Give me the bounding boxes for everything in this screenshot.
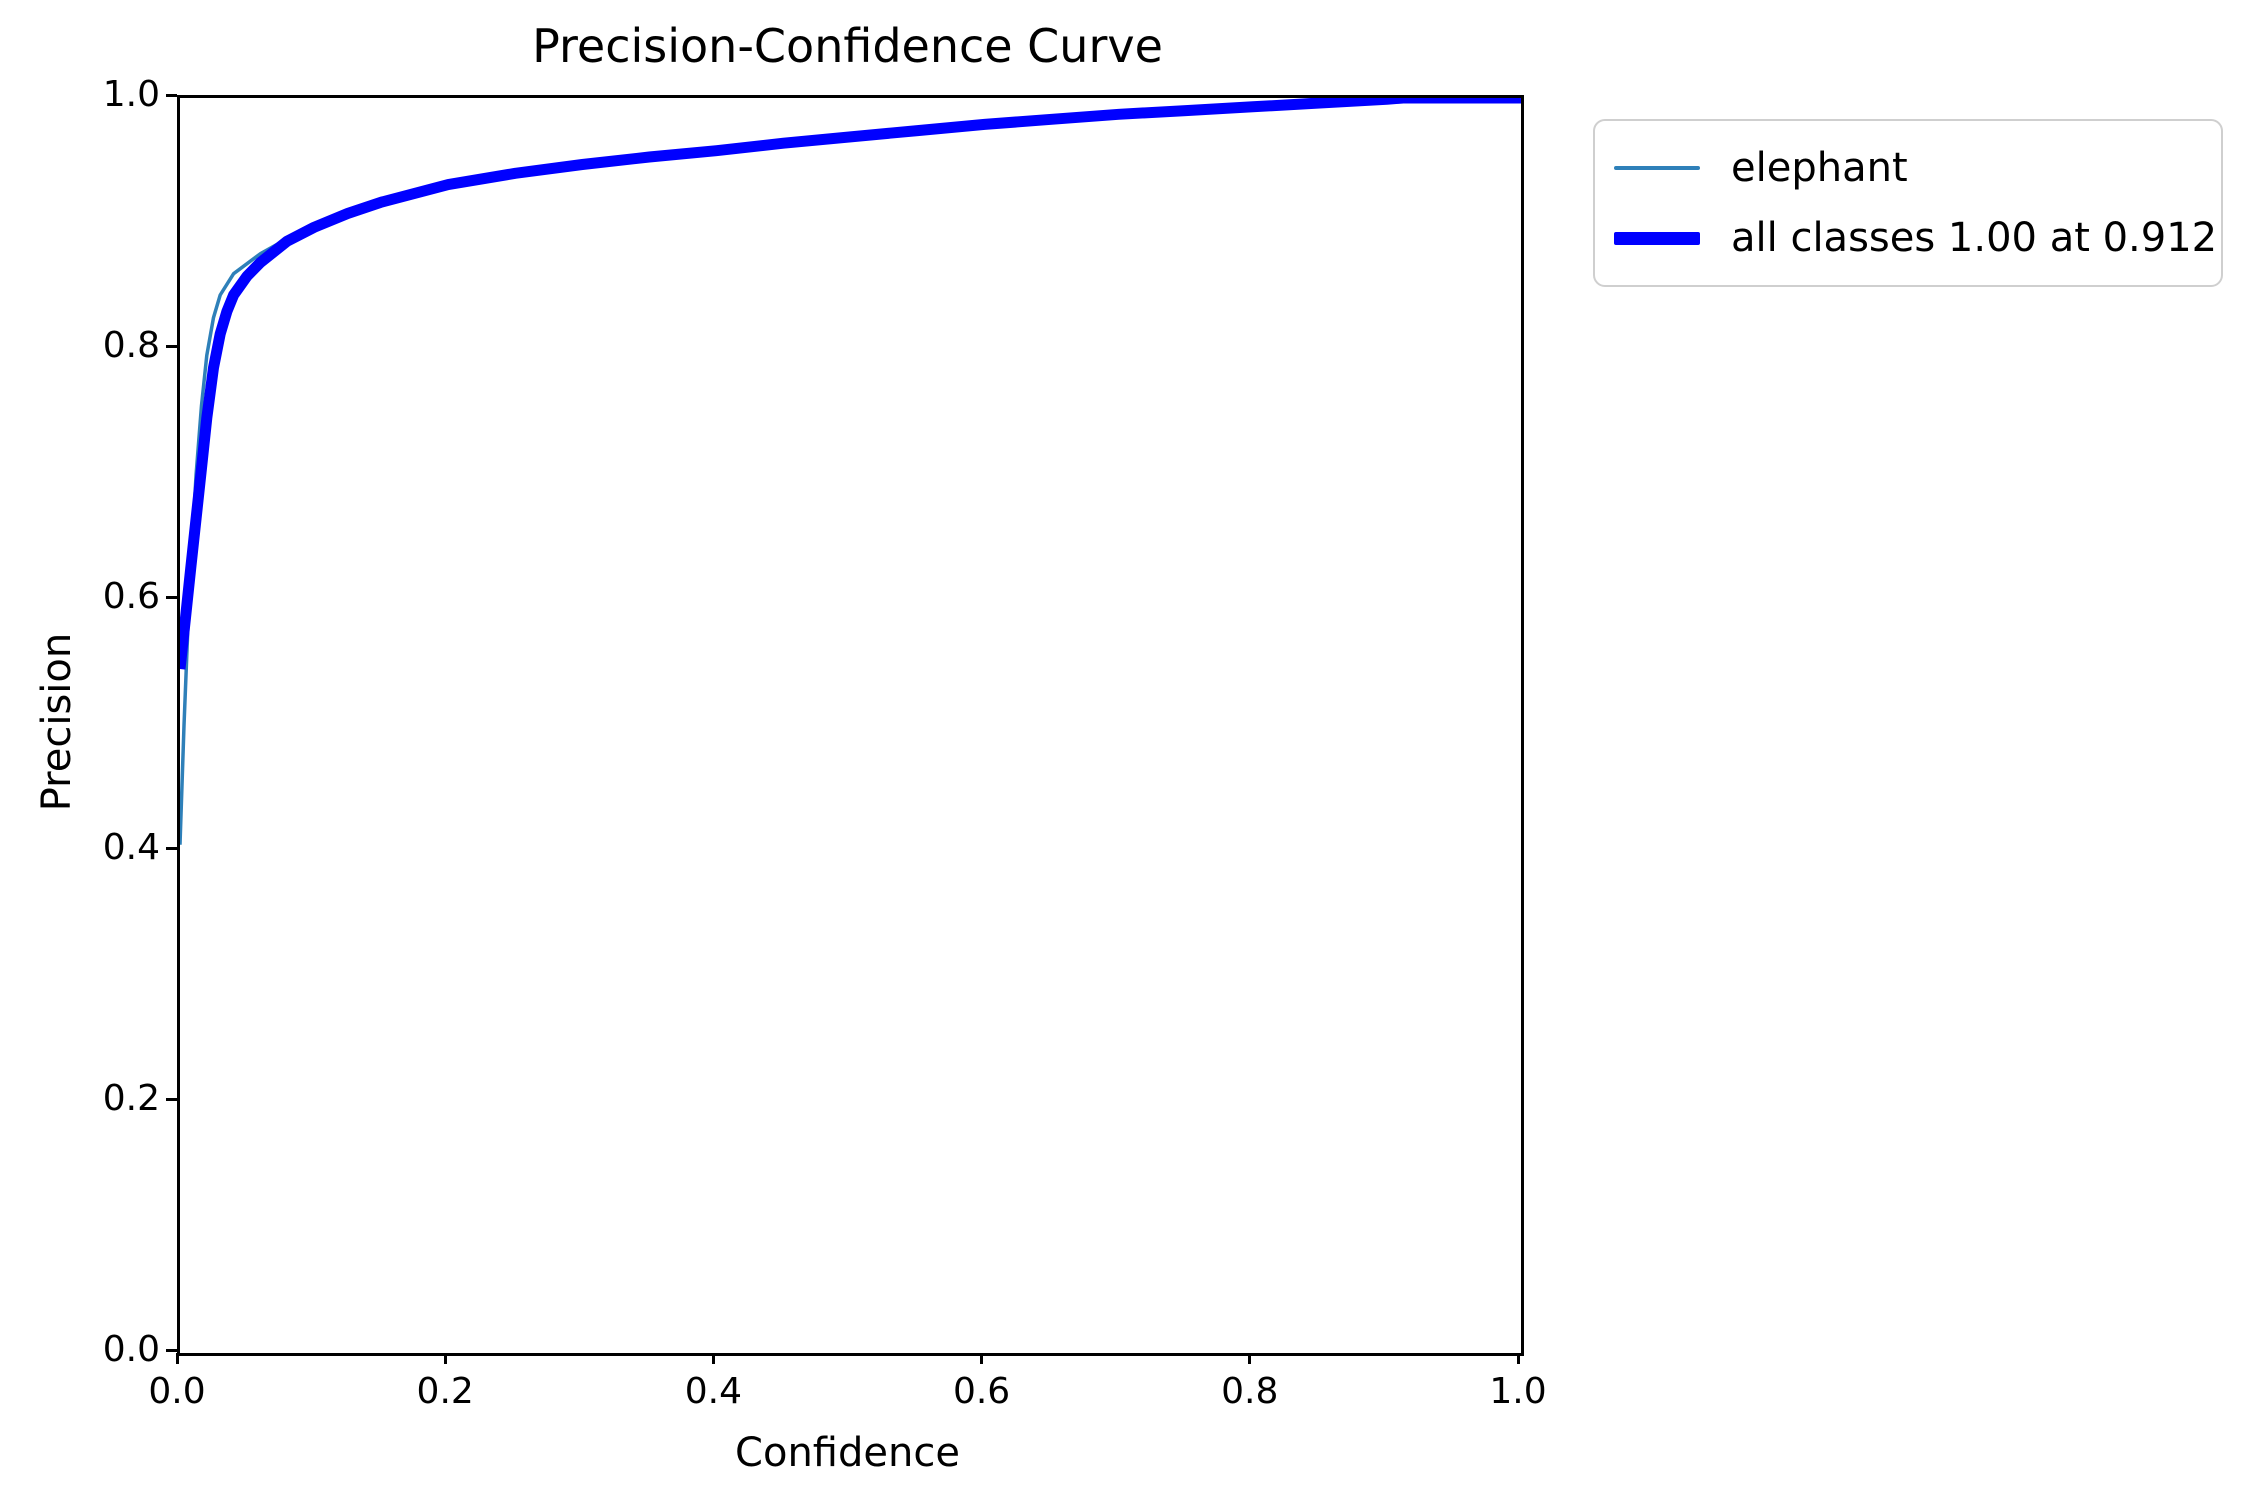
x-tick	[443, 1353, 447, 1364]
x-tick	[711, 1353, 715, 1364]
legend-entry-all-classes: all classes 1.00 at 0.912	[1614, 203, 2221, 273]
y-tick	[166, 846, 177, 850]
x-tick	[1248, 1353, 1252, 1364]
y-tick	[166, 1097, 177, 1101]
legend-line-swatch	[1614, 166, 1700, 170]
x-tick-label: 0.8	[1221, 1371, 1279, 1412]
x-tick	[175, 1353, 179, 1364]
plot-area	[177, 95, 1524, 1356]
y-tick	[166, 1348, 177, 1352]
y-tick-label: 0.8	[102, 325, 160, 366]
x-tick	[1516, 1353, 1520, 1364]
y-tick-label: 0.4	[102, 827, 160, 868]
legend-label: all classes 1.00 at 0.912	[1731, 215, 2218, 261]
y-tick-label: 0.6	[102, 576, 160, 617]
y-tick	[166, 344, 177, 348]
curve-all-classes	[180, 98, 1521, 670]
y-tick	[166, 93, 177, 97]
legend: elephant all classes 1.00 at 0.912	[1593, 119, 2223, 287]
curves-svg	[180, 98, 1521, 845]
y-tick	[166, 595, 177, 599]
x-tick-label: 0.6	[952, 1371, 1011, 1412]
legend-label: elephant	[1731, 145, 1908, 191]
y-tick-label: 1.0	[102, 74, 160, 115]
x-tick-label: 0.4	[684, 1371, 743, 1412]
legend-line-swatch	[1614, 231, 1700, 245]
y-tick-label: 0.2	[102, 1078, 160, 1119]
x-tick-label: 0.2	[416, 1371, 474, 1412]
legend-entry-elephant: elephant	[1614, 133, 2221, 203]
x-tick	[980, 1353, 984, 1364]
x-axis-label: Confidence	[735, 1430, 960, 1476]
chart-title: Precision-Confidence Curve	[532, 19, 1163, 73]
x-tick-label: 1.0	[1489, 1371, 1547, 1412]
y-tick-label: 0.0	[102, 1329, 160, 1370]
y-axis-label: Precision	[34, 632, 80, 812]
curve-elephant	[180, 98, 1521, 845]
x-tick-label: 0.0	[148, 1371, 206, 1412]
